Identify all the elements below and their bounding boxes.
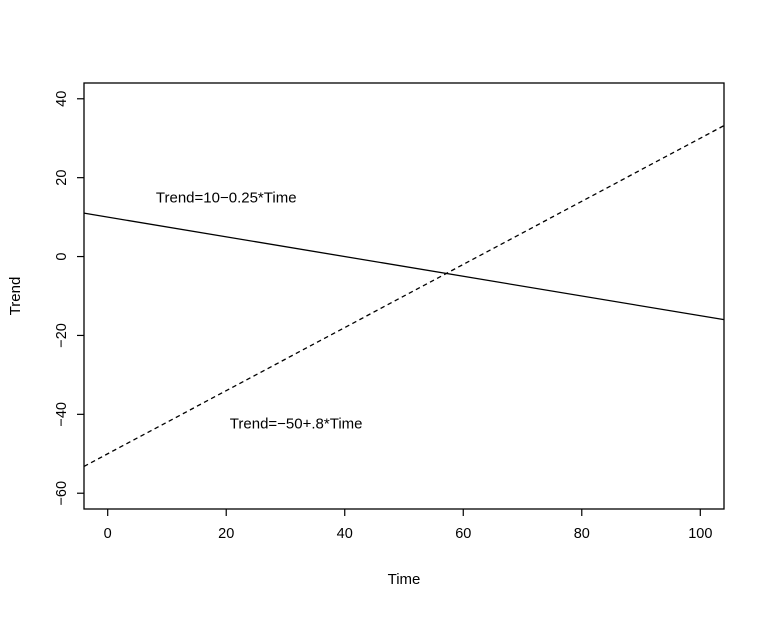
x-tick-label: 0	[104, 526, 112, 542]
plot-border	[83, 82, 725, 510]
x-axis: 0 20 40 60 80 100	[104, 509, 712, 542]
y-axis-label: Trend	[7, 277, 24, 316]
x-tick-label: 80	[574, 526, 590, 542]
equation-annotation: Trend=10−0.25*Time	[156, 190, 297, 207]
y-axis: −60 −40 −20 0 20 40	[54, 91, 84, 506]
x-axis-label: Time	[388, 571, 421, 588]
x-tick-label: 20	[218, 526, 234, 542]
x-tick-label: 60	[455, 526, 471, 542]
x-tick-label: 40	[337, 526, 353, 542]
y-tick-label: 20	[54, 170, 70, 186]
x-tick-label: 100	[688, 526, 712, 542]
equation-annotation: Trend=−50+.8*Time	[230, 416, 363, 433]
y-tick-label: 40	[54, 91, 70, 107]
series-line-rising-trend	[83, 125, 725, 467]
y-tick-label: −40	[54, 402, 70, 427]
series-line-declining-trend	[83, 212, 725, 321]
y-tick-label: −60	[54, 481, 70, 506]
y-tick-label: 0	[54, 253, 70, 261]
y-tick-label: −20	[54, 323, 70, 348]
annotations: Trend=10−0.25*Time Trend=−50+.8*Time	[156, 190, 363, 433]
series-lines	[83, 125, 725, 467]
